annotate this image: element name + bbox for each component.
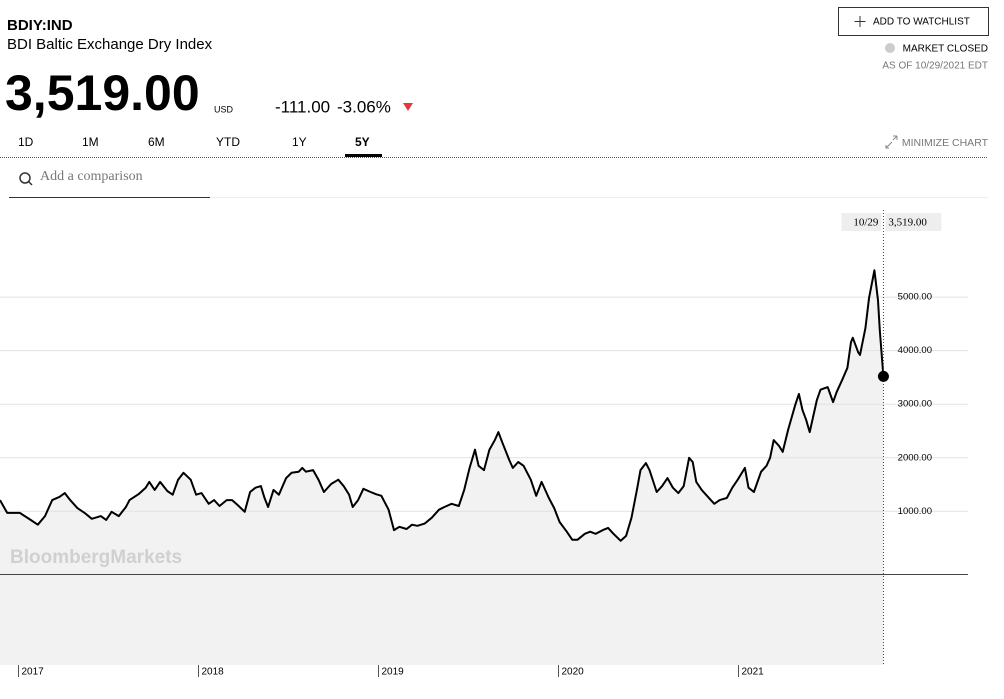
y-tick-label: 5000.00 [898, 292, 932, 303]
button-label: ADD TO WATCHLIST [873, 17, 970, 28]
price: 3,519.00 [5, 65, 200, 121]
range-tab-label: 1M [82, 135, 99, 149]
last-point [877, 370, 889, 382]
range-tab[interactable]: 1M [82, 135, 99, 149]
watermark: BloombergMarkets [10, 547, 182, 568]
y-tick-label: 3000.00 [898, 399, 932, 410]
range-tab-label: 1D [18, 135, 34, 149]
price-line [0, 269, 885, 542]
watchlist-button[interactable]: ADD TO WATCHLIST [838, 7, 989, 36]
range-tabs: 1D 1M 6M YTD 1Y 5Y [18, 135, 382, 157]
y-tick-label: 2000.00 [898, 452, 932, 463]
minimize-chart[interactable]: MINIMIZE CHART [885, 135, 989, 149]
range-tab[interactable]: 1Y [292, 135, 307, 149]
x-tick-label: 2020 [562, 667, 585, 678]
comparison-search[interactable]: Add a comparison [9, 169, 210, 198]
ticker: BDIY:IND [7, 17, 73, 34]
y-tick-label: 4000.00 [898, 345, 932, 356]
change-pct: -3.06% [337, 97, 391, 116]
comparison-placeholder: Add a comparison [40, 169, 143, 184]
range-tab[interactable]: 1D [18, 135, 34, 149]
range-tab-label: 6M [148, 135, 165, 149]
y-tick-label: 1000.00 [898, 506, 932, 517]
x-tick-label: 2019 [382, 667, 405, 678]
x-tick-label: 2017 [22, 667, 45, 678]
minimize-label: MINIMIZE CHART [902, 137, 989, 149]
x-tick-label: 2021 [742, 667, 765, 678]
range-tab[interactable]: 6M [148, 135, 165, 149]
change: -111.00 [275, 97, 330, 116]
active-underline [345, 154, 382, 157]
value-label: 3,519.00 [888, 217, 927, 229]
x-tick-label: 2018 [202, 667, 225, 678]
as-of: AS OF 10/29/2021 EDT [882, 61, 988, 72]
market-status: MARKET CLOSED [903, 44, 988, 55]
search-icon [19, 172, 31, 184]
range-tab-label: YTD [216, 135, 240, 149]
date-label: 10/29 [853, 217, 879, 229]
date-label-box [841, 213, 882, 231]
currency: USD [214, 104, 234, 114]
down-arrow [403, 103, 413, 111]
value-label-box [885, 213, 942, 231]
search-icon [27, 180, 33, 186]
range-tab-label: 5Y [355, 135, 370, 149]
area [0, 270, 884, 665]
range-tab[interactable]: 5Y [345, 135, 382, 157]
status-dot [885, 43, 895, 53]
chart: BloombergMarkets 1000.00 2000.00 3000.00 40… [0, 210, 968, 678]
index-name: BDI Baltic Exchange Dry Index [7, 36, 213, 53]
range-tab-label: 1Y [292, 135, 307, 149]
minimize-icon [885, 135, 898, 149]
range-tab[interactable]: YTD [216, 135, 240, 149]
